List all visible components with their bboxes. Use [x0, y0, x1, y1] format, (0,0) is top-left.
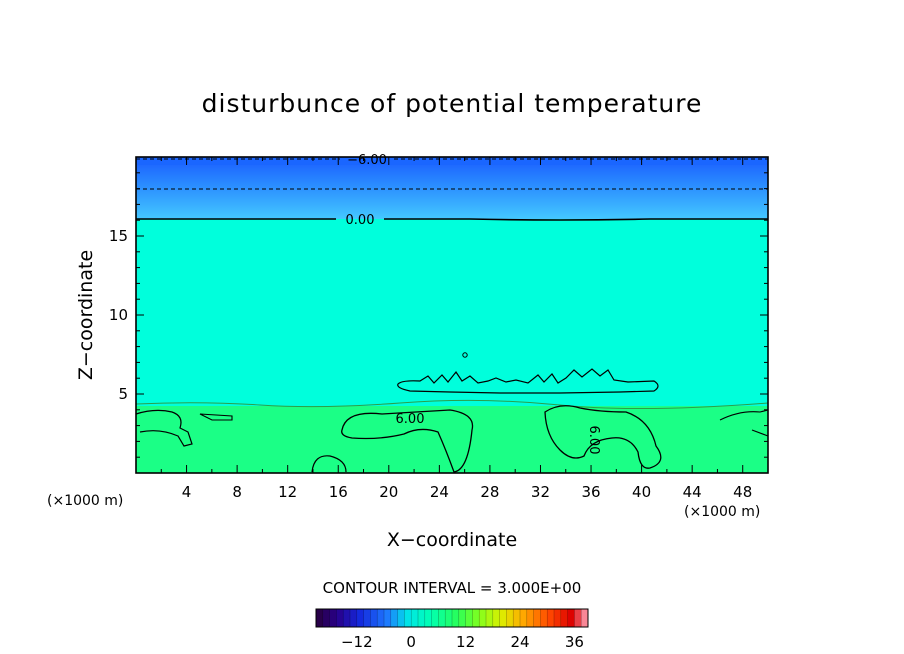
- field-upper-band: [136, 157, 768, 165]
- x-tick-label: 12: [278, 483, 297, 501]
- colorbar-tick-label: 12: [456, 633, 475, 651]
- colorbar-cell: [438, 609, 446, 627]
- colorbar-tick-label: 36: [565, 633, 584, 651]
- colorbar-cell: [506, 609, 514, 627]
- colorbar-cell: [418, 609, 426, 627]
- colorbar-cell: [479, 609, 487, 627]
- x-tick-label: 40: [632, 483, 651, 501]
- contour-line-mid-cloud: [397, 368, 659, 394]
- plot-area: 0.00 −6.00 6.00 6.00: [135, 153, 769, 474]
- contour-line-small-cell: [462, 352, 468, 358]
- contour-label-negative: −6.00: [347, 153, 387, 168]
- colorbar-tick-label: 24: [510, 633, 529, 651]
- contour-interval-text: CONTOUR INTERVAL = 3.000E+00: [323, 579, 582, 597]
- x-axis-ticks: 4 8 12 16 20 24 28 32 36 40 44 48: [160, 157, 769, 501]
- colorbar-cell: [554, 609, 562, 627]
- colorbar-cell: [322, 609, 330, 627]
- colorbar-cell: [397, 609, 405, 627]
- y-tick-label: 15: [109, 227, 128, 245]
- colorbar-cell: [486, 609, 494, 627]
- colorbar-cell: [574, 609, 582, 627]
- colorbar-cell: [492, 609, 500, 627]
- colorbar-cell: [370, 609, 378, 627]
- contour-line-zero: [136, 218, 768, 221]
- colorbar-tick-labels: −12 0 12 24 36: [341, 633, 584, 651]
- contour-line-lower-5: [311, 455, 347, 473]
- colorbar-cell: [567, 609, 575, 627]
- x-tick-label: 16: [329, 483, 348, 501]
- colorbar-cell: [336, 609, 344, 627]
- colorbar-cell: [452, 609, 460, 627]
- x-tick-label: 4: [182, 483, 192, 501]
- colorbar-cell: [533, 609, 541, 627]
- colorbar-cell: [513, 609, 521, 627]
- colorbar-cell: [329, 609, 337, 627]
- colorbar-frame: [315, 608, 589, 628]
- contour-line-boundary: [135, 399, 769, 410]
- colorbar-cell: [316, 609, 324, 627]
- y-tick-label: 10: [109, 306, 128, 324]
- colorbar-cell: [445, 609, 453, 627]
- colorbar-cell: [526, 609, 534, 627]
- contour-label-lower-vertical: 6.00: [586, 426, 601, 455]
- y-axis-ticks: 5 10 15: [109, 172, 768, 458]
- colorbar-tick-label: −12: [341, 633, 373, 651]
- contour-line-lower-3: [341, 409, 474, 473]
- colorbar-cell: [465, 609, 473, 627]
- colorbar-cell: [424, 609, 432, 627]
- x-tick-label: 24: [430, 483, 449, 501]
- colorbar-cell: [520, 609, 528, 627]
- colorbar-cell: [547, 609, 555, 627]
- y-tick-label: 5: [118, 385, 128, 403]
- x-axis-label: X−coordinate: [387, 529, 517, 551]
- y-axis-label: Z−coordinate: [75, 250, 97, 380]
- contour-label-lower: 6.00: [396, 412, 425, 427]
- field-middle: [136, 219, 768, 406]
- colorbar-cell: [431, 609, 439, 627]
- contour-label-zero: 0.00: [346, 213, 375, 228]
- z-axis-unit: (×1000 m): [47, 493, 123, 509]
- colorbar-cell: [384, 609, 392, 627]
- chart-title: disturbunce of potential temperature: [202, 89, 703, 118]
- field-upper: [136, 157, 768, 219]
- contour-line-lower-6: [719, 409, 769, 437]
- field-lower: [136, 404, 768, 473]
- colorbar-cell: [377, 609, 385, 627]
- x-tick-label: 36: [581, 483, 600, 501]
- colorbar-tick-label: 0: [406, 633, 416, 651]
- colorbar-cell: [350, 609, 358, 627]
- colorbar-cell: [458, 609, 466, 627]
- colorbar-cell: [472, 609, 480, 627]
- colorbar-cell: [390, 609, 398, 627]
- contour-line-lower-2: [199, 413, 233, 421]
- x-tick-label: 28: [480, 483, 499, 501]
- x-tick-label: 48: [733, 483, 752, 501]
- colorbar-cell: [540, 609, 548, 627]
- colorbar-cell: [560, 609, 568, 627]
- x-tick-label: 32: [531, 483, 550, 501]
- x-axis-unit: (×1000 m): [684, 504, 760, 520]
- colorbar-cell: [343, 609, 351, 627]
- colorbar-cell: [581, 609, 589, 627]
- x-tick-label: 44: [683, 483, 702, 501]
- colorbar-cell: [356, 609, 364, 627]
- contour-line-lower-1: [135, 409, 193, 447]
- colorbar-cell: [499, 609, 507, 627]
- colorbar-cell: [363, 609, 371, 627]
- colorbar-cell: [404, 609, 412, 627]
- colorbar: [315, 608, 589, 628]
- x-tick-label: 20: [379, 483, 398, 501]
- x-tick-label: 8: [232, 483, 242, 501]
- colorbar-cell: [411, 609, 419, 627]
